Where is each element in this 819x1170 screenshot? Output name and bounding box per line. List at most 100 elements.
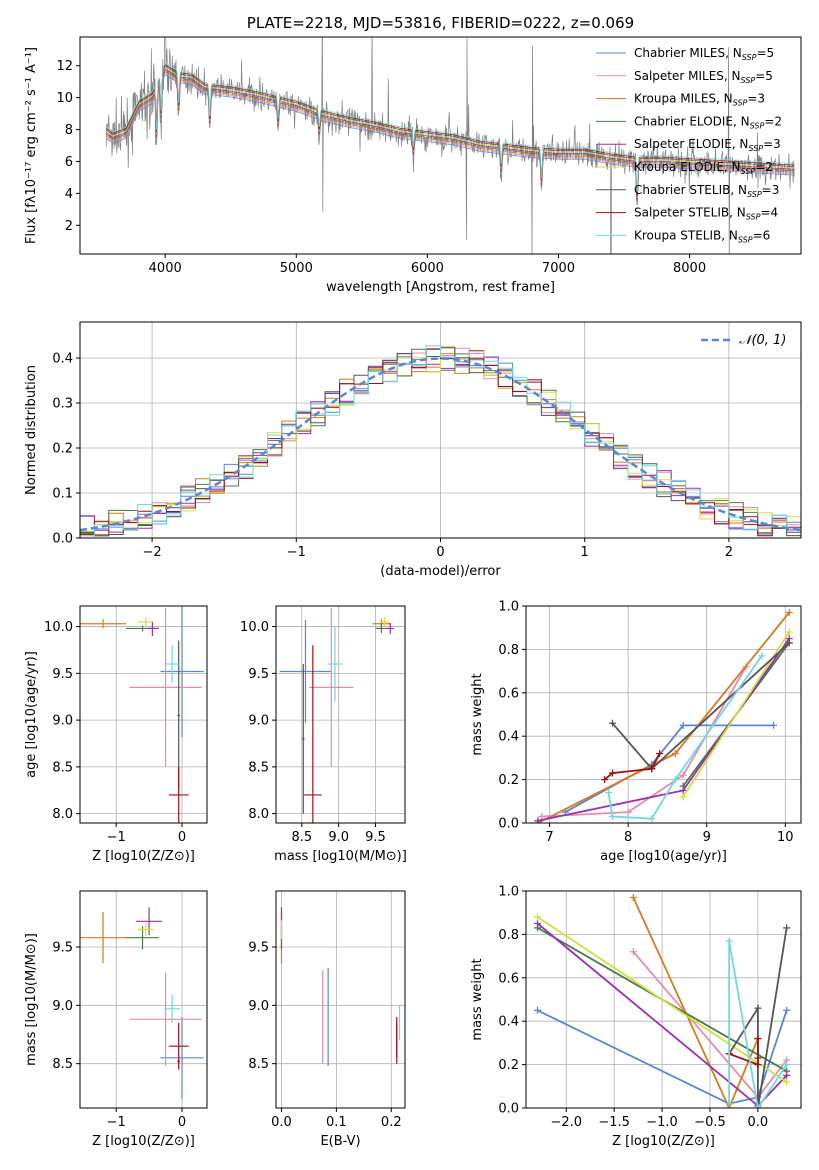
y-axis-label: age [log10(age/yr)] <box>24 651 39 778</box>
y-tick-label: 0.6 <box>498 971 519 986</box>
legend-entry: Salpeter ELODIE, NSSP=3 <box>634 137 781 153</box>
axes-age-vs-z: −1 0 8.0 8.5 9.0 9.5 10.0 Z [log10(Z/Z⊙)] age [l… <box>24 605 208 864</box>
y-tick-label: 10.0 <box>240 620 269 635</box>
axes-residuals: −2 −1 0 1 2 0.0 0.1 0.2 0.3 0.4 (data-model)/error… <box>24 321 802 579</box>
axes-frame <box>525 605 802 824</box>
y-tick-label: 0.2 <box>498 773 519 788</box>
plot-area <box>526 606 801 823</box>
axes-frame <box>275 890 406 1109</box>
y-tick-label: 1.0 <box>498 600 519 615</box>
y-axis-label: Normed distribution <box>24 365 39 495</box>
plot-area <box>80 606 207 823</box>
model-spectrum-chabrier-miles <box>105 74 795 206</box>
x-tick-label: −1 <box>107 830 126 845</box>
legend-entry: Kroupa ELODIE, NSSP=2 <box>634 160 773 176</box>
y-tick-label: 4 <box>65 187 73 202</box>
y-tick-label: 0.8 <box>498 928 519 943</box>
legend-entry: Chabrier MILES, NSSP=5 <box>634 46 774 62</box>
x-tick-label: 7 <box>545 830 553 845</box>
y-tick-label: 8.5 <box>248 1057 269 1072</box>
y-tick-label: 8 <box>65 123 73 138</box>
histogram-kroupa-stelib <box>80 345 801 537</box>
x-tick-label: 0 <box>178 1115 186 1130</box>
x-tick-label: −2.0 <box>550 1115 582 1130</box>
series-line-kroupa-miles <box>537 611 790 823</box>
x-axis-label: mass [log10(M/M⊙)] <box>274 849 407 864</box>
y-tick-label: 0.3 <box>52 397 73 412</box>
normal-pdf-curve <box>80 357 801 532</box>
y-tick-label: 9.0 <box>52 714 73 729</box>
series-line-chabrier-miles <box>537 1009 788 1105</box>
y-tick-label: 9.5 <box>52 941 73 956</box>
x-tick-label: 1 <box>581 545 589 560</box>
axes-weight-vs-age: 7 8 9 10 0.0 0.2 0.4 0.6 0.8 1.0 age [log10(age/yr… <box>470 600 802 864</box>
x-tick-label: 8.5 <box>291 830 312 845</box>
series-line-kroupa-elodie <box>537 916 788 1083</box>
y-axis-label: Flux [fλ10⁻¹⁷ erg cm⁻² s⁻¹ A⁻¹] <box>24 47 39 244</box>
plot-area <box>105 37 795 254</box>
model-spectrum-salpeter-elodie <box>105 68 795 200</box>
y-tick-label: 10 <box>56 91 73 106</box>
legend-entry: Kroupa STELIB, NSSP=6 <box>634 228 770 244</box>
x-tick-label: 5000 <box>280 261 313 276</box>
axes-mass-vs-ebv: 0.0 0.1 0.2 8.5 9.0 9.5 E(B-V) <box>248 890 406 1149</box>
x-axis-label: wavelength [Angstrom, rest frame] <box>326 280 555 295</box>
axes-weight-vs-z: −2.0 −1.5 −1.0 −0.5 0.0 0.0 0.2 0.4 0.6 0.8 1.0 Z [… <box>470 885 802 1149</box>
x-tick-label: −0.5 <box>694 1115 726 1130</box>
x-axis-label: E(B-V) <box>320 1134 360 1149</box>
x-axis-label: Z [log10(Z/Z⊙)] <box>612 1134 715 1149</box>
y-tick-label: 12 <box>56 59 73 74</box>
x-tick-label: −2 <box>143 545 162 560</box>
x-tick-label: 0 <box>436 545 444 560</box>
x-tick-label: −1.5 <box>598 1115 630 1130</box>
y-tick-label: 0.4 <box>498 1015 519 1030</box>
y-tick-label: 0.4 <box>52 352 73 367</box>
y-tick-label: 9.5 <box>248 667 269 682</box>
plot-area <box>276 891 405 1108</box>
series-line-salpeter-miles <box>541 666 747 818</box>
x-axis-label: Z [log10(Z/Z⊙)] <box>92 1134 195 1149</box>
x-tick-label: 0.1 <box>326 1115 347 1130</box>
y-axis-label: mass weight <box>470 958 485 1040</box>
x-tick-label: 4000 <box>149 261 182 276</box>
series-line-salpeter-elodie <box>537 637 790 822</box>
x-axis-label: age [log10(age/yr)] <box>600 849 727 864</box>
model-spectrum-kroupa-miles <box>105 71 795 203</box>
series-line-kroupa-stelib <box>728 940 788 1108</box>
chart-title: PLATE=2218, MJD=53816, FIBERID=0222, z=0… <box>247 14 634 32</box>
axes-frame <box>275 605 406 824</box>
y-tick-label: 10.0 <box>44 620 73 635</box>
y-tick-label: 9.5 <box>248 941 269 956</box>
y-tick-label: 0.4 <box>498 730 519 745</box>
x-tick-label: 9 <box>703 830 711 845</box>
x-axis-label: Z [log10(Z/Z⊙)] <box>92 849 195 864</box>
y-tick-label: 8.5 <box>248 760 269 775</box>
y-tick-label: 9.0 <box>248 999 269 1014</box>
y-axis-label: mass [log10(M/M⊙)] <box>24 933 39 1066</box>
x-tick-label: 8000 <box>673 261 706 276</box>
y-tick-label: 8.5 <box>52 760 73 775</box>
x-tick-label: 0 <box>178 830 186 845</box>
x-tick-label: 0.0 <box>748 1115 769 1130</box>
axes-frame <box>79 605 208 824</box>
y-tick-label: 1.0 <box>498 885 519 900</box>
axes-spectrum: 4000 5000 6000 7000 8000 2 4 6 8 10 12 wavelength [… <box>24 36 802 295</box>
series-line-chabrier-stelib <box>611 642 790 771</box>
series-line-salpeter-stelib <box>604 753 661 781</box>
y-tick-label: 9.5 <box>52 667 73 682</box>
model-spectrum-salpeter-stelib <box>105 64 795 195</box>
axes-frame <box>79 890 208 1109</box>
x-tick-label: −1.0 <box>646 1115 678 1130</box>
legend-entry: Salpeter MILES, NSSP=5 <box>634 69 773 85</box>
legend-entry: 𝒩(0, 1) <box>739 333 786 348</box>
series-line-chabrier-miles <box>564 724 774 813</box>
legend-entry: Salpeter STELIB, NSSP=4 <box>634 206 778 222</box>
x-tick-label: 0.2 <box>381 1115 402 1130</box>
y-tick-label: 0.0 <box>52 532 73 547</box>
y-tick-label: 6 <box>65 155 73 170</box>
y-tick-label: 0.2 <box>52 442 73 457</box>
axes-age-vs-mass: 8.5 9.0 9.5 8.0 8.5 9.0 9.5 10.0 mass [log10(M/M… <box>240 605 407 864</box>
legend-entry: Chabrier ELODIE, NSSP=2 <box>634 114 782 130</box>
y-tick-label: 8.0 <box>248 807 269 822</box>
